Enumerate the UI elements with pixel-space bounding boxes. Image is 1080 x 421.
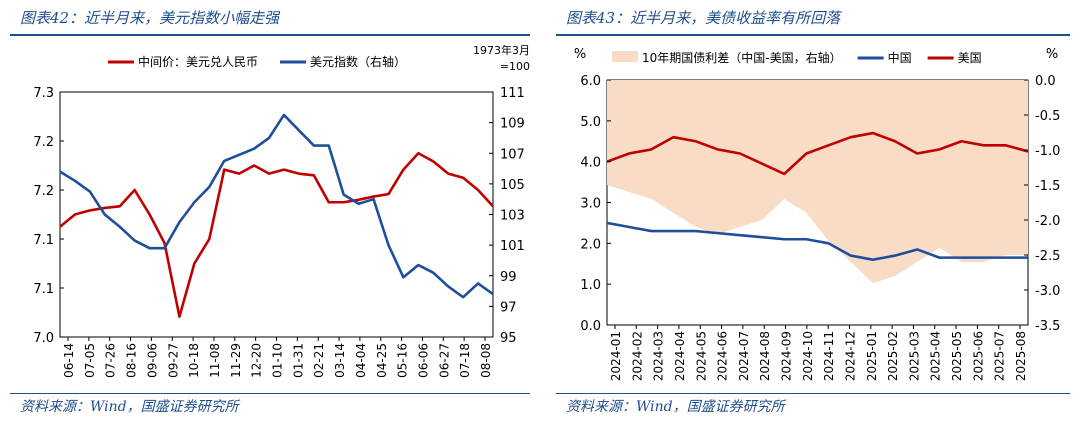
x-tick-label: 2024-04 bbox=[673, 331, 687, 381]
x-tick-label: 04-04 bbox=[354, 343, 368, 378]
series-line-1 bbox=[606, 221, 1028, 261]
left-chart-svg: 7.0 7.1 7.1 7.2 7.2 7.3 95 97 99 101 103 105 107 109 1… bbox=[33, 43, 530, 378]
x-tick-label: 01-10 bbox=[271, 343, 285, 378]
y-left-tick-label: 3.0 bbox=[580, 197, 601, 212]
y-left-tick-label: 7.1 bbox=[33, 233, 54, 248]
right-axis-unit: % bbox=[1046, 47, 1058, 62]
legend-swatch-0 bbox=[612, 51, 638, 62]
x-tick-label: 11-08 bbox=[208, 343, 222, 378]
x-tick-label: 12-20 bbox=[250, 343, 264, 378]
y-left-tick-label: 5.0 bbox=[580, 115, 601, 130]
x-tick-label: 2025-03 bbox=[907, 331, 921, 381]
y-left-tick-label: 7.0 bbox=[33, 331, 54, 346]
y-right-tick-label: -2.0 bbox=[1035, 214, 1060, 229]
x-tick-label: 02-21 bbox=[312, 343, 326, 378]
legend-label-2: 美国 bbox=[958, 51, 982, 65]
right-chart-title: 图表43：近半月来，美债收益率有所回落 bbox=[566, 9, 841, 27]
y-right-tick-label: 107 bbox=[500, 147, 525, 162]
x-tick-label: 09-27 bbox=[166, 343, 180, 378]
left-source-note: 资料来源：Wind，国盛证券研究所 bbox=[20, 399, 239, 415]
right-chart-svg: 0.0 1.0 2.0 3.0 4.0 5.0 6.0 -3.5 -3.0 -2.5 -2.0 -1.… bbox=[574, 47, 1061, 381]
series-area-0 bbox=[607, 80, 1028, 283]
series-line-2 bbox=[606, 131, 1029, 176]
y-right-tick-label: 95 bbox=[500, 331, 517, 346]
x-tick-label: 09-06 bbox=[145, 343, 159, 378]
x-tick-label: 2024-05 bbox=[694, 331, 708, 381]
x-tick-label: 2024-01 bbox=[609, 331, 623, 381]
left-source-rule bbox=[10, 393, 530, 394]
x-tick-label: 08-08 bbox=[479, 343, 493, 378]
x-tick-label: 2024-10 bbox=[801, 331, 815, 381]
y-right-tick-label: 105 bbox=[500, 178, 525, 193]
x-tick-label: 2025-08 bbox=[1014, 331, 1028, 381]
x-tick-label: 2025-04 bbox=[929, 331, 943, 381]
y-left-tick-label: 0.0 bbox=[580, 319, 601, 334]
y-right-tick-label: -3.5 bbox=[1035, 319, 1060, 334]
y-right-tick-label: -0.5 bbox=[1035, 109, 1060, 124]
y-left-tick-label: 6.0 bbox=[580, 74, 601, 89]
left-axis-unit: % bbox=[574, 47, 586, 62]
x-tick-label: 03-14 bbox=[333, 343, 347, 378]
y-right-tick-label: 109 bbox=[500, 117, 525, 132]
x-tick-label: 2025-07 bbox=[993, 331, 1007, 381]
y-left-tick-label: 7.3 bbox=[33, 86, 54, 101]
x-tick-label: 07-18 bbox=[458, 343, 472, 378]
x-tick-label: 10-18 bbox=[187, 343, 201, 378]
x-tick-label: 04-25 bbox=[375, 343, 389, 378]
y-right-tick-label: -2.5 bbox=[1035, 249, 1060, 264]
x-tick-label: 11-29 bbox=[229, 343, 243, 378]
x-tick-label: 2024-08 bbox=[758, 331, 772, 381]
y-left-tick-label: 7.1 bbox=[33, 282, 54, 297]
x-tick-label: 07-26 bbox=[104, 343, 118, 378]
y-right-tick-label: 101 bbox=[500, 239, 525, 254]
x-tick-label: 2024-02 bbox=[630, 331, 644, 381]
y-right-tick-label: 99 bbox=[500, 270, 517, 285]
y-left-tick-label: 1.0 bbox=[580, 278, 601, 293]
left-title-rule bbox=[10, 34, 530, 36]
y-right-tick-label: -1.0 bbox=[1035, 144, 1060, 159]
right-axis-base-note-1: 1973年3月 bbox=[473, 43, 530, 57]
x-tick-label: 05-16 bbox=[396, 343, 410, 378]
x-tick-label: 06-14 bbox=[62, 343, 76, 378]
y-left-tick-label: 7.2 bbox=[33, 184, 54, 199]
series-line-1 bbox=[59, 113, 494, 299]
y-left-tick-label: 2.0 bbox=[580, 237, 601, 252]
y-right-tick-label: -3.0 bbox=[1035, 284, 1060, 299]
x-tick-label: 2025-01 bbox=[865, 331, 879, 381]
x-tick-label: 06-06 bbox=[416, 343, 430, 378]
left-chart-title: 图表42：近半月来，美元指数小幅走强 bbox=[20, 9, 280, 27]
legend-label-1: 中国 bbox=[888, 50, 912, 65]
right-source-note: 资料来源：Wind，国盛证券研究所 bbox=[566, 399, 785, 415]
x-tick-label: 2024-03 bbox=[652, 331, 666, 381]
x-tick-label: 2025-05 bbox=[950, 331, 964, 381]
series-line-0 bbox=[59, 151, 494, 318]
y-right-tick-label: 97 bbox=[500, 300, 517, 315]
y-left-tick-label: 7.2 bbox=[33, 135, 54, 150]
y-right-tick-label: 103 bbox=[500, 209, 525, 224]
x-tick-label: 2024-07 bbox=[737, 331, 751, 381]
y-right-tick-label: 111 bbox=[500, 86, 525, 101]
y-right-tick-label: 0.0 bbox=[1035, 74, 1056, 89]
right-source-rule bbox=[556, 393, 1070, 394]
legend-label-1: 美元指数（右轴） bbox=[310, 54, 406, 69]
y-left-tick-label: 4.0 bbox=[580, 156, 601, 171]
x-tick-label: 2024-11 bbox=[822, 331, 836, 381]
x-tick-label: 2024-06 bbox=[716, 331, 730, 381]
right-axis-base-note-2: =100 bbox=[500, 60, 530, 73]
x-tick-label: 07-05 bbox=[83, 343, 97, 378]
right-title-rule bbox=[556, 34, 1070, 36]
x-tick-label: 2025-02 bbox=[886, 331, 900, 381]
right-chart-panel: 图表43：近半月来，美债收益率有所回落 0.0 1.0 2.0 3.0 4.0 5.0 6.… bbox=[546, 0, 1080, 421]
x-tick-label: 2024-09 bbox=[780, 331, 794, 381]
x-tick-label: 01-31 bbox=[291, 343, 305, 378]
x-tick-label: 2025-06 bbox=[971, 331, 985, 381]
x-tick-label: 08-16 bbox=[125, 343, 139, 378]
legend-label-0: 10年期国债利差（中国-美国，右轴） bbox=[642, 50, 842, 65]
left-chart-panel: 图表42：近半月来，美元指数小幅走强 7.0 7.1 7.1 7.2 7.2 7.3 95 9… bbox=[10, 9, 530, 415]
y-right-tick-label: -1.5 bbox=[1035, 179, 1060, 194]
legend-label-0: 中间价：美元兑人民币 bbox=[138, 54, 258, 69]
x-tick-label: 2024-12 bbox=[843, 331, 857, 381]
x-tick-label: 06-27 bbox=[437, 343, 451, 378]
